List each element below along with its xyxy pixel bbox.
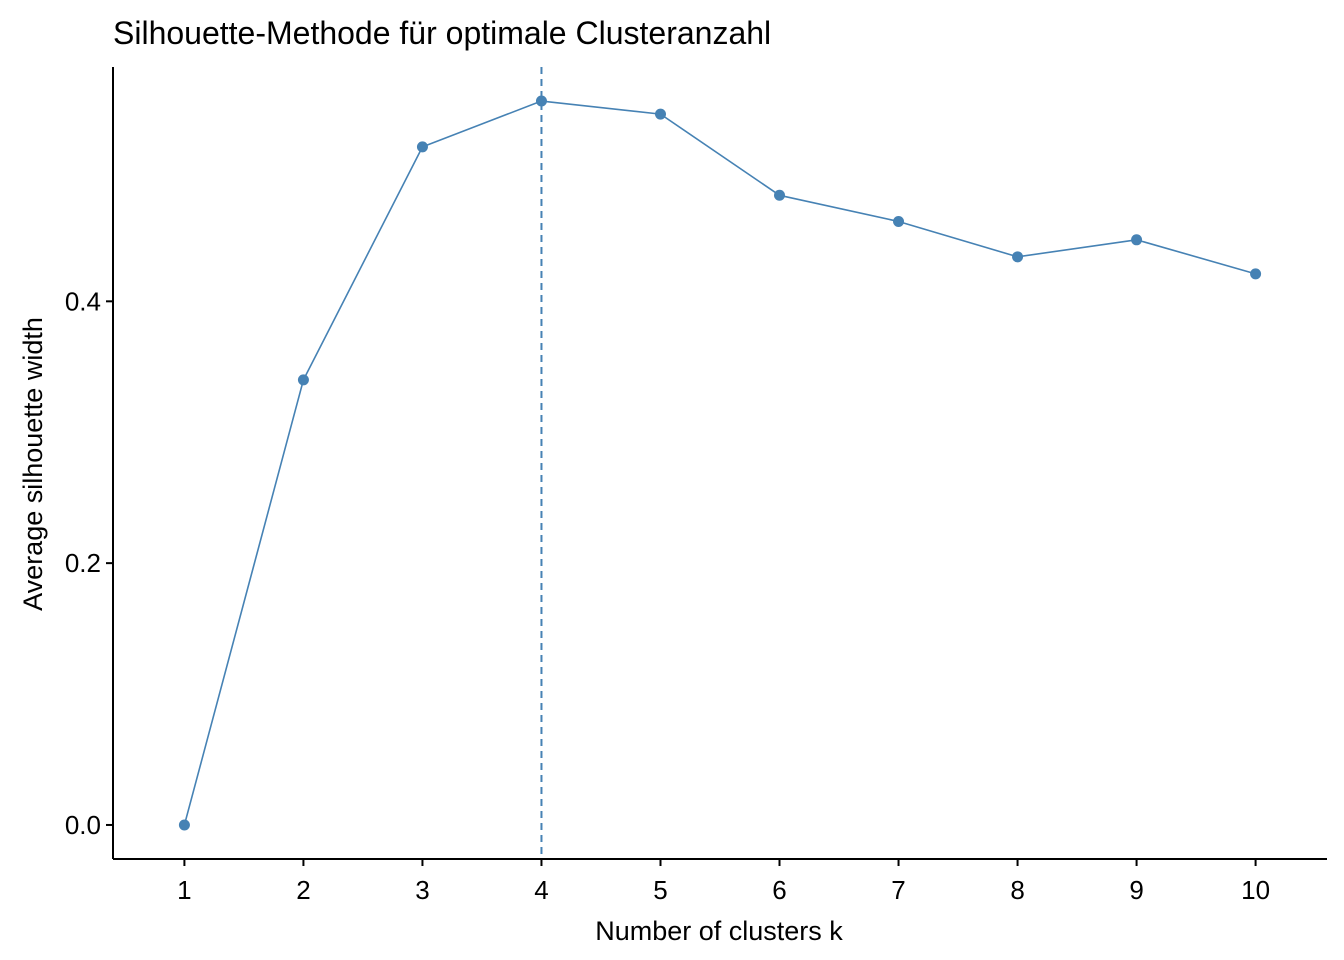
x-tick-label: 2 [296,875,310,905]
x-tick-label: 8 [1010,875,1024,905]
x-axis-label: Number of clusters k [595,916,843,946]
data-point [654,108,666,120]
data-point [1131,234,1143,246]
x-tick-label: 9 [1129,875,1143,905]
data-point [535,95,547,107]
data-point [1012,251,1024,263]
y-axis-label: Average silhouette width [18,317,48,611]
data-point [297,374,309,386]
series-line [183,100,1256,826]
chart-title: Silhouette-Methode für optimale Clustera… [113,15,771,51]
y-tick-label: 0.4 [65,286,101,316]
data-point [1250,268,1262,280]
data-point [774,189,786,201]
data-point [416,141,428,153]
x-tick-label: 7 [891,875,905,905]
y-tick-label: 0.2 [65,548,101,578]
x-tick-label: 10 [1241,875,1270,905]
x-tick-label: 4 [534,875,548,905]
x-tick-label: 3 [415,875,429,905]
data-point [893,215,905,227]
x-tick-label: 6 [772,875,786,905]
x-tick-label: 5 [653,875,667,905]
y-tick-label: 0.0 [65,810,101,840]
x-tick-label: 1 [177,875,191,905]
data-point [178,819,190,831]
plot-area: 0.0 0.2 0.4 1 2 3 4 5 6 7 8 9 10 [65,67,1327,905]
